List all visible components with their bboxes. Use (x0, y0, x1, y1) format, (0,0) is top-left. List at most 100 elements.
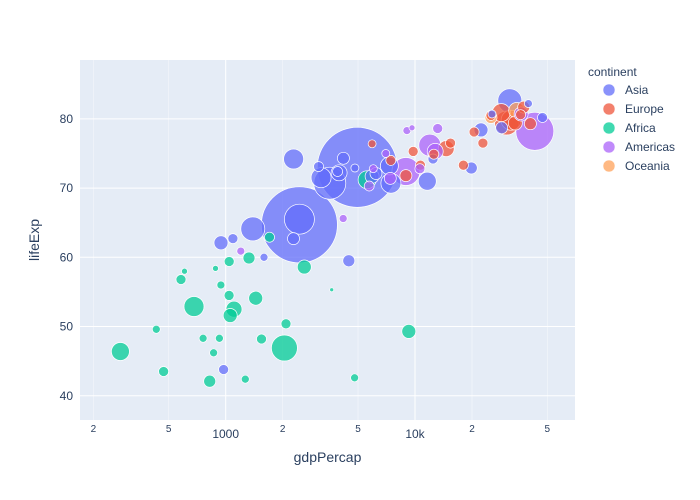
bubble-point (515, 109, 526, 121)
bubble-point (401, 324, 417, 339)
bubble-point (337, 151, 350, 165)
bubble-point (407, 146, 419, 157)
bubble-point (223, 290, 235, 301)
bubble-point (432, 123, 444, 134)
bubble-point (368, 164, 378, 174)
bubble-point (264, 231, 275, 243)
bubble-point (428, 148, 440, 160)
bubble-point (332, 166, 343, 177)
legend-title: continent (588, 65, 637, 79)
bubble-point (227, 233, 239, 244)
bubble-point (259, 252, 269, 262)
bubble-point (240, 374, 250, 384)
bubble-layer (111, 88, 555, 388)
x-minor-tick-label: 5 (166, 424, 172, 435)
bubble-point (381, 149, 391, 158)
bubble-point (287, 232, 300, 245)
bubble-point (487, 109, 497, 119)
bubble-point (524, 117, 537, 131)
legend-swatch (602, 159, 616, 173)
bubble-point (158, 366, 169, 377)
bubble-point (367, 139, 377, 149)
legend-label: Americas (625, 140, 675, 154)
legend-item[interactable]: Oceania (602, 159, 670, 173)
bubble-point (350, 163, 360, 173)
bubble-point (203, 374, 217, 388)
legend-label: Oceania (625, 159, 670, 173)
legend-item[interactable]: Europe (602, 102, 664, 116)
x-minor-tick-label: 2 (469, 424, 475, 435)
legend-label: Africa (625, 121, 656, 135)
bubble-point (198, 333, 208, 343)
x-axis-title: gdpPercap (294, 449, 362, 465)
bubble-point (296, 259, 312, 275)
bubble-point (385, 155, 397, 166)
legend-label: Europe (625, 102, 664, 116)
y-tick-label: 40 (60, 389, 74, 403)
bubble-point (342, 254, 356, 268)
x-axis-ticks: 2 5 2 5 2 5 1000 10k (91, 424, 551, 441)
x-tick-label: 1000 (212, 427, 239, 441)
bubble-point (248, 290, 264, 306)
legend-swatch (602, 121, 616, 135)
bubble-point (363, 180, 375, 192)
bubble-point (383, 172, 397, 185)
legend-item[interactable]: Asia (602, 83, 649, 97)
bubble-point (209, 348, 218, 358)
y-tick-label: 50 (60, 320, 74, 334)
bubble-point (240, 216, 266, 242)
x-minor-tick-label: 2 (280, 424, 286, 435)
bubble-point (212, 265, 219, 272)
bubble-point (313, 161, 324, 172)
bubble-point (458, 159, 469, 171)
bubble-point (283, 148, 304, 170)
bubble-point (236, 246, 246, 256)
bubble-point (183, 296, 205, 317)
legend-item[interactable]: Americas (602, 140, 675, 154)
bubble-point (213, 235, 229, 251)
y-tick-label: 80 (60, 112, 74, 126)
bubble-point (537, 112, 548, 123)
bubble-point (495, 121, 509, 135)
legend-swatch (602, 140, 616, 154)
legend: continent Asia Europe Africa Americas Oceani… (588, 65, 675, 173)
bubble-point (218, 364, 229, 375)
y-tick-label: 70 (60, 181, 74, 195)
y-axis-title: lifeExp (26, 219, 42, 261)
bubble-point (216, 280, 226, 290)
legend-swatch (602, 102, 616, 116)
bubble-point (215, 333, 224, 343)
bubble-point (477, 137, 489, 149)
bubble-point (350, 373, 359, 383)
bubble-point (399, 169, 413, 182)
legend-item[interactable]: Africa (602, 121, 656, 135)
bubble-point (417, 171, 437, 191)
bubble-point (256, 333, 267, 345)
legend-label: Asia (625, 83, 649, 97)
bubble-point (338, 214, 348, 223)
bubble-point (284, 203, 315, 235)
bubble-point (408, 124, 416, 132)
bubble-point (445, 137, 456, 149)
bubble-point (181, 267, 188, 275)
bubble-point (524, 99, 533, 108)
bubble-point (271, 334, 298, 362)
bubble-point (280, 318, 292, 330)
y-tick-label: 60 (60, 250, 74, 264)
bubble-point (222, 308, 238, 323)
bubble-point (151, 324, 161, 334)
legend-items: Asia Europe Africa Americas Oceania (602, 83, 675, 173)
bubble-point (111, 342, 130, 361)
x-minor-tick-label: 5 (355, 424, 361, 435)
bubble-point (223, 256, 235, 267)
y-axis-ticks: 40 50 60 70 80 (60, 112, 74, 403)
x-minor-tick-label: 2 (91, 424, 97, 435)
bubble-point (329, 287, 335, 293)
legend-swatch (602, 83, 616, 97)
bubble-point (175, 274, 187, 285)
x-minor-tick-label: 5 (545, 424, 551, 435)
bubble-point (468, 126, 480, 138)
bubble-point (414, 163, 426, 175)
